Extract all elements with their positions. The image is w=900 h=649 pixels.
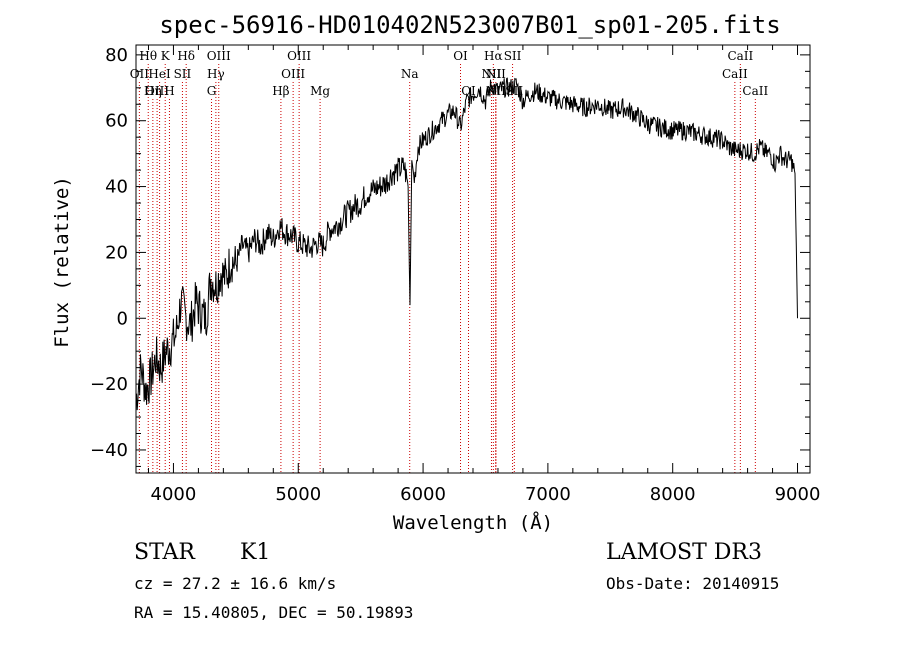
line-label-2: Hδ [177,49,195,63]
y-tick-label-4: 40 [105,177,128,198]
line-label-9: OII [130,67,150,81]
line-label-4: OIII [287,49,311,63]
line-label-18: OIII [145,84,169,98]
object-subclass: K1 [240,540,271,565]
line-label-20: H [164,84,174,98]
line-label-5: OI [453,49,468,63]
line-label-27: CaII [742,84,768,98]
line-label-24: OI [461,84,476,98]
y-tick-label-3: 20 [105,242,128,263]
y-axis-label: Flux (relative) [51,176,73,348]
line-label-11: SII [174,67,192,81]
chart-title: spec-56916-HD010402N523007B01_sp01-205.f… [159,11,780,39]
x-tick-label-3: 7000 [525,484,571,505]
axis-ticks: 4000 5000 6000 7000 8000 9000 −40 −20 0 20 40 60 80 [90,45,820,505]
x-tick-label-2: 6000 [400,484,446,505]
line-label-0: Hθ [139,49,157,63]
line-label-21: G [207,84,217,98]
x-tick-label-4: 8000 [650,484,696,505]
line-label-16: NII [486,67,506,81]
line-label-7: SII [504,49,522,63]
y-tick-label-5: 60 [105,111,128,132]
line-label-17: CaII [722,67,748,81]
line-label-13: OIII [281,67,305,81]
line-label-8: CaII [727,49,753,63]
observation-date: Obs-Date: 20140915 [606,574,780,593]
x-tick-label-1: 5000 [275,484,321,505]
y-tick-label-2: 0 [117,308,128,329]
line-label-6: Hα [484,49,503,63]
line-label-19: Hη [144,84,162,98]
flux-series-line [135,77,798,411]
line-label-14: Na [401,67,419,81]
y-tick-label-6: 80 [105,45,128,66]
line-label-10: HeI [148,67,171,81]
y-tick-label-0: −40 [90,440,128,461]
x-tick-label-5: 9000 [775,484,821,505]
line-label-12: Hγ [207,67,225,81]
line-label-23: Mg [310,84,330,98]
line-label-22: Hβ [272,84,289,98]
ra-dec-coordinates: RA = 15.40805, DEC = 50.19893 [134,603,414,622]
object-class: STAR [134,540,195,565]
line-label-3: OIII [207,49,231,63]
survey-name: LAMOST DR3 [606,540,762,565]
line-label-1: K [161,49,171,63]
redshift-cz: cz = 27.2 ± 16.6 km/s [134,574,337,593]
x-tick-label-0: 4000 [151,484,197,505]
x-axis-label: Wavelength (Å) [393,511,553,534]
y-tick-label-1: −20 [90,374,128,395]
line-label-15: NII [481,67,501,81]
